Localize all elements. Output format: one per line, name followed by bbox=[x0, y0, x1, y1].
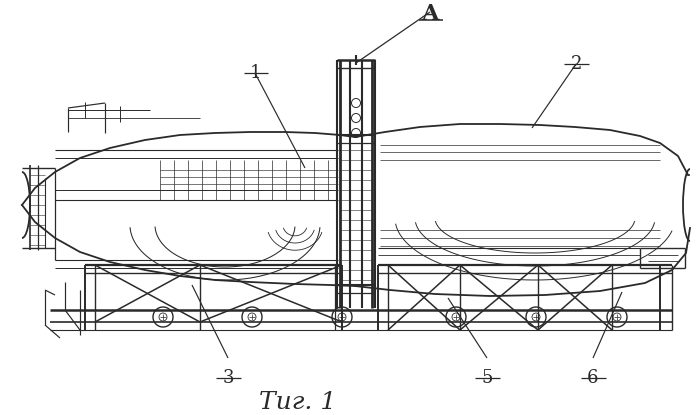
Text: 2: 2 bbox=[570, 55, 582, 73]
Text: 5: 5 bbox=[482, 369, 493, 387]
Text: 6: 6 bbox=[587, 369, 599, 387]
Text: 1: 1 bbox=[250, 64, 261, 82]
Text: Τиг. 1: Τиг. 1 bbox=[259, 391, 337, 413]
Text: A: A bbox=[421, 3, 439, 25]
Text: 3: 3 bbox=[222, 369, 233, 387]
